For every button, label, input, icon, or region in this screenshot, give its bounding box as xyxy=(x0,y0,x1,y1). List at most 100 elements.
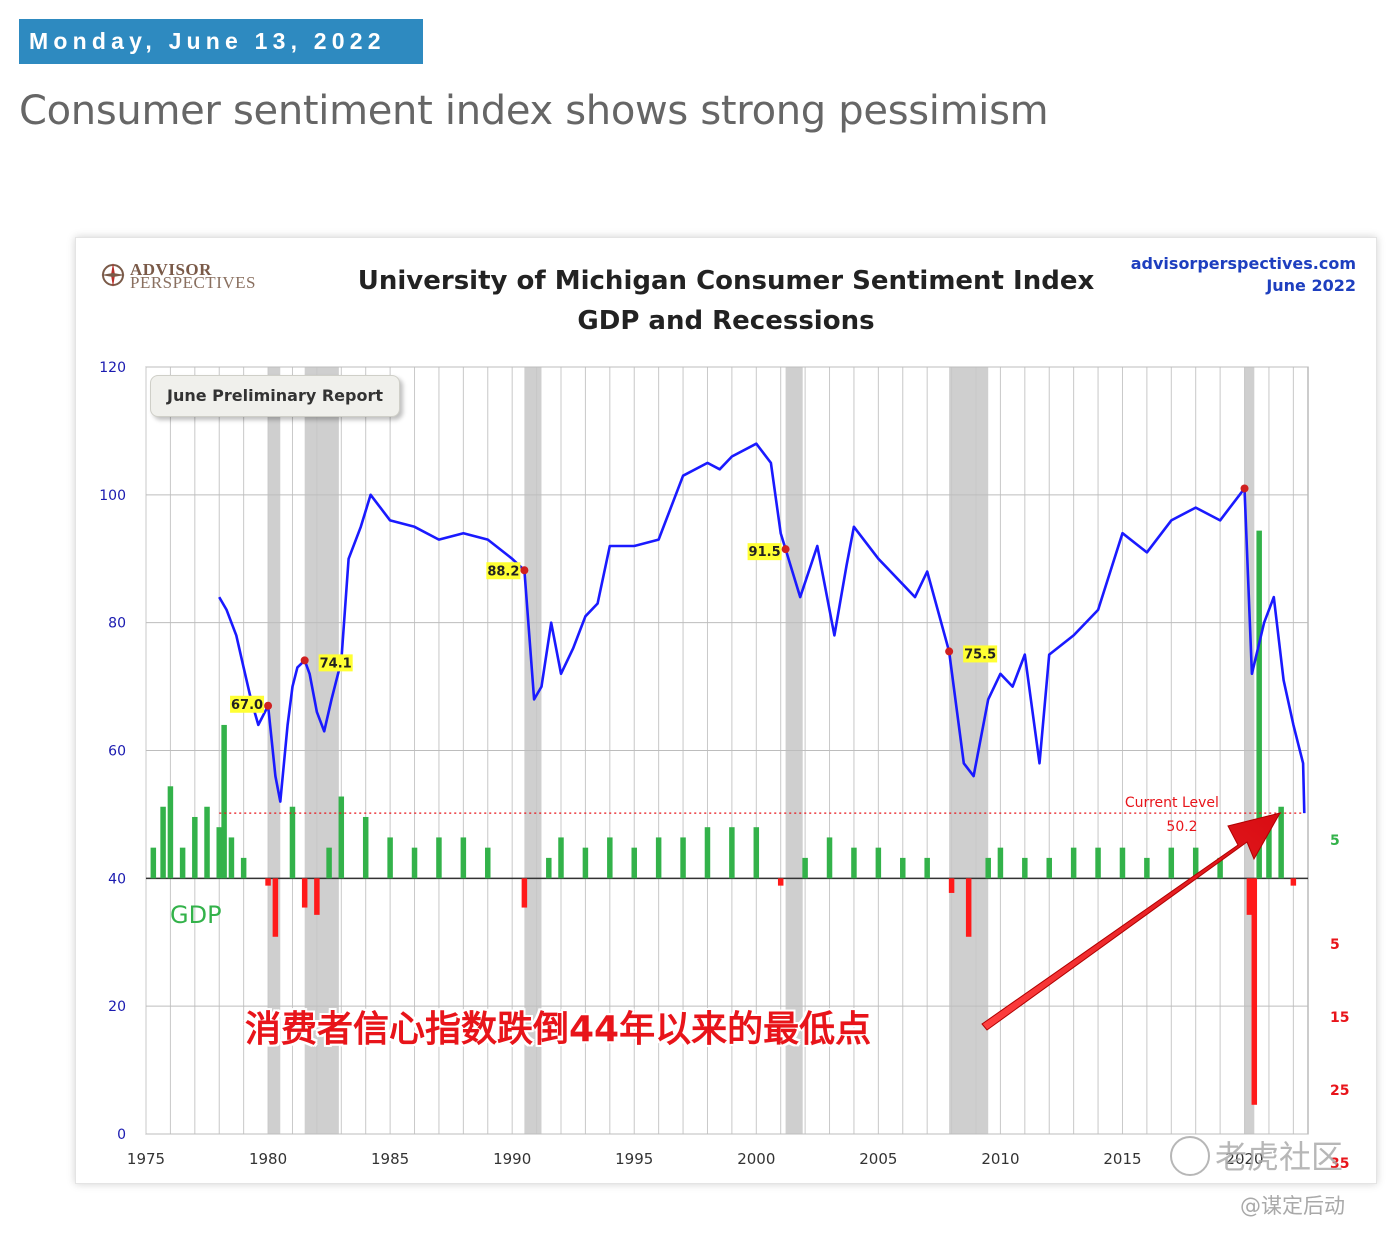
peak-marker xyxy=(520,566,529,575)
current-level-value: 50.2 xyxy=(1166,819,1197,835)
gdp-bar-positive xyxy=(387,837,393,879)
gdp-bar-positive xyxy=(216,827,222,879)
gdp-bar-positive xyxy=(362,816,369,879)
x-tick-label: 1980 xyxy=(249,1150,287,1168)
y-tick-label: 20 xyxy=(108,999,126,1015)
gdp-bar-negative xyxy=(965,878,972,937)
gdp-bar-positive xyxy=(985,857,991,879)
x-tick-label: 2000 xyxy=(737,1150,775,1168)
gdp-bar-positive xyxy=(1168,847,1175,879)
gdp-bar-positive xyxy=(1278,806,1284,879)
gdp-bar-positive xyxy=(1095,847,1101,879)
gdp-bar-negative xyxy=(314,878,320,915)
gdp-bar-positive xyxy=(631,847,637,879)
x-tick-label: 2005 xyxy=(859,1150,897,1168)
peak-marker xyxy=(781,545,790,554)
gdp-bar-positive xyxy=(411,847,418,879)
gdp-bar-positive xyxy=(160,806,166,879)
gdp-bar-positive xyxy=(192,816,198,879)
gdp-bar-positive xyxy=(1144,857,1150,879)
gdp-bar-positive xyxy=(655,837,662,879)
gdp-bar-positive xyxy=(802,857,808,879)
gdp-bar-positive xyxy=(753,827,760,879)
point-label: 75.5 xyxy=(964,647,996,662)
gdp-bar-negative xyxy=(265,878,271,886)
x-tick-label: 2020 xyxy=(1225,1150,1263,1168)
sentiment-line xyxy=(218,442,1306,814)
gdp-bar-positive xyxy=(460,837,467,879)
gdp-bar-positive xyxy=(1119,847,1126,879)
point-label: 74.1 xyxy=(320,656,352,671)
gdp-bar-positive xyxy=(240,857,247,879)
gdp-bar-positive xyxy=(338,796,345,879)
y-tick-label: 60 xyxy=(108,744,126,760)
gdp-bar-negative xyxy=(521,878,528,908)
point-label-bg xyxy=(486,562,521,580)
point-label-bg xyxy=(963,645,998,663)
gdp-bar-negative xyxy=(1290,878,1297,886)
logo-line2: PERSPECTIVES xyxy=(130,273,256,292)
source-site: advisorperspectives.com xyxy=(1130,254,1356,273)
gdp-bar-negative xyxy=(301,878,308,908)
x-tick-label: 1975 xyxy=(127,1150,165,1168)
gdp-bar-positive xyxy=(1266,816,1272,879)
gdp-bar-positive xyxy=(607,837,613,879)
source-date: June 2022 xyxy=(1266,276,1356,295)
gdp-bar-negative xyxy=(1251,878,1258,1105)
gdp-bar-positive xyxy=(1070,847,1077,879)
point-label-bg xyxy=(230,695,265,713)
gdp-bar-positive xyxy=(680,837,686,879)
x-tick-label: 2015 xyxy=(1103,1150,1141,1168)
y-tick-label: 40 xyxy=(108,871,126,887)
current-level-label: Current Level xyxy=(1125,795,1219,811)
report-label: June Preliminary Report xyxy=(150,375,400,417)
gdp-right-tick-negative: 25 xyxy=(1330,1083,1349,1099)
y-tick-label: 80 xyxy=(108,616,126,632)
peak-marker xyxy=(300,656,309,665)
point-label-bg xyxy=(747,543,782,561)
chart-title: University of Michigan Consumer Sentimen… xyxy=(357,266,1095,296)
x-tick-label: 1990 xyxy=(493,1150,531,1168)
post-title: Consumer sentiment index shows strong pe… xyxy=(19,88,1049,134)
gdp-bar-positive xyxy=(1192,847,1199,879)
compass-icon xyxy=(101,263,125,287)
point-label: 88.2 xyxy=(487,564,519,579)
gdp-bar-positive xyxy=(485,847,491,879)
post-date: Monday, June 13, 2022 xyxy=(19,19,423,64)
gdp-bar-positive xyxy=(582,847,589,879)
watermark-handle: @谋定后动 xyxy=(1240,1194,1345,1218)
x-tick-label: 1995 xyxy=(615,1150,653,1168)
logo-line1: ADVISOR xyxy=(130,260,212,279)
gdp-bar-positive xyxy=(167,786,174,879)
gdp-bar-negative xyxy=(777,878,784,886)
gdp-bar-positive xyxy=(875,847,882,879)
peak-marker xyxy=(264,701,273,710)
gdp-bar-negative xyxy=(948,878,955,893)
point-label-bg xyxy=(318,654,353,672)
gdp-bar-negative xyxy=(1246,878,1253,915)
y-tick-label: 0 xyxy=(117,1127,126,1143)
gdp-bar-positive xyxy=(326,847,332,879)
y-tick-label: 100 xyxy=(99,488,126,504)
gdp-right-tick-positive: 5 xyxy=(1330,833,1340,849)
point-label: 67.0 xyxy=(231,698,263,713)
gdp-legend: GDP xyxy=(170,901,222,929)
gdp-bar-positive xyxy=(289,806,296,879)
gdp-bar-negative xyxy=(272,878,279,937)
gdp-bar-positive xyxy=(1217,857,1223,879)
gdp-right-tick-negative: 15 xyxy=(1330,1010,1349,1026)
chart-canvas: 0 20 40 60 80 100 120 1975 1980 1985 1990 1995 2000 2… xyxy=(99,360,1349,1172)
gdp-bar-positive xyxy=(924,857,930,879)
gdp-bar-positive xyxy=(704,827,711,879)
gdp-bar-positive xyxy=(558,837,564,879)
y-tick-label: 120 xyxy=(99,360,126,376)
gdp-bar-positive xyxy=(1046,857,1052,879)
gdp-bar-positive xyxy=(826,837,833,879)
gdp-bar-positive xyxy=(228,837,235,879)
tiger-logo-icon xyxy=(1170,1136,1210,1176)
chart-subtitle: GDP and Recessions xyxy=(577,306,875,336)
gdp-bar-positive xyxy=(997,847,1004,879)
watermark-brand: 老虎社区 xyxy=(1215,1138,1344,1176)
point-label: 91.5 xyxy=(749,545,781,560)
chart-image: 0 20 40 60 80 100 120 1975 1980 1985 1990 1995 2000 2… xyxy=(75,237,1377,1184)
